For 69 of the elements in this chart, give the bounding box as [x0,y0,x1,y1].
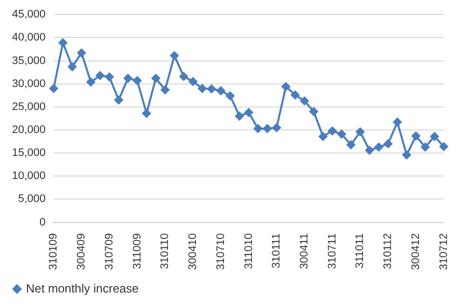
point [170,51,179,60]
legend-label: Net monthly increase [26,281,140,296]
point [430,132,440,141]
point [281,82,290,92]
x-tick-label: 310112 [382,233,394,270]
x-tick-label: 310110 [159,233,172,270]
y-tick-label: 35,000 [12,54,46,67]
y-tick-label: 45,000 [12,8,46,21]
x-tick-label: 311010 [242,233,255,270]
point [68,62,77,72]
point [179,72,188,81]
point [309,107,318,116]
point [290,90,300,100]
point [77,48,86,58]
x-tick-label: 311011 [354,233,366,268]
x-tick-label: 310709 [103,233,116,270]
point [49,84,58,93]
y-tick-label: 20,000 [12,124,46,136]
x-tick-label: 310109 [48,233,60,270]
point [198,84,207,93]
y-tick-label: 30,000 [12,78,46,90]
point [439,142,448,152]
point [364,146,374,155]
point [411,131,420,140]
point [346,140,356,150]
y-tick-label: 25,000 [12,100,46,113]
point [384,139,393,148]
x-tick-label: 300410 [187,233,200,270]
point [420,142,430,152]
point [104,72,114,82]
point [207,84,216,94]
point [300,96,309,106]
point [254,124,263,134]
x-tick-label: 310712 [438,233,450,270]
point [318,132,328,141]
x-tick-label: 310111 [270,233,283,268]
point [58,38,68,48]
point [188,77,198,86]
point [392,118,402,127]
point [374,142,384,152]
point [234,112,244,121]
point [328,126,337,136]
point [356,127,365,136]
point [114,95,124,104]
y-tick-label: 15,000 [12,147,46,160]
point [86,77,96,86]
point [272,123,282,132]
x-tick-label: 311009 [131,233,144,270]
point [96,71,105,80]
x-tick-label: 300412 [410,233,422,270]
point [226,91,235,100]
point [151,74,160,83]
y-tick-label: 10,000 [12,170,46,182]
y-tick-label: 5,000 [18,193,46,206]
x-tick-label: 310710 [214,233,227,270]
point [123,74,132,83]
point [402,150,412,160]
x-tick-label: 310711 [326,233,338,270]
point [262,124,272,134]
y-tick-label: 0 [40,216,46,228]
point [216,86,226,96]
x-tick-label: 300409 [76,233,88,270]
point [132,76,142,86]
point [337,130,346,139]
point [142,108,152,118]
point [244,108,254,117]
point [160,85,170,94]
y-tick-label: 40,000 [12,32,46,44]
x-tick-label: 300411 [298,233,310,270]
